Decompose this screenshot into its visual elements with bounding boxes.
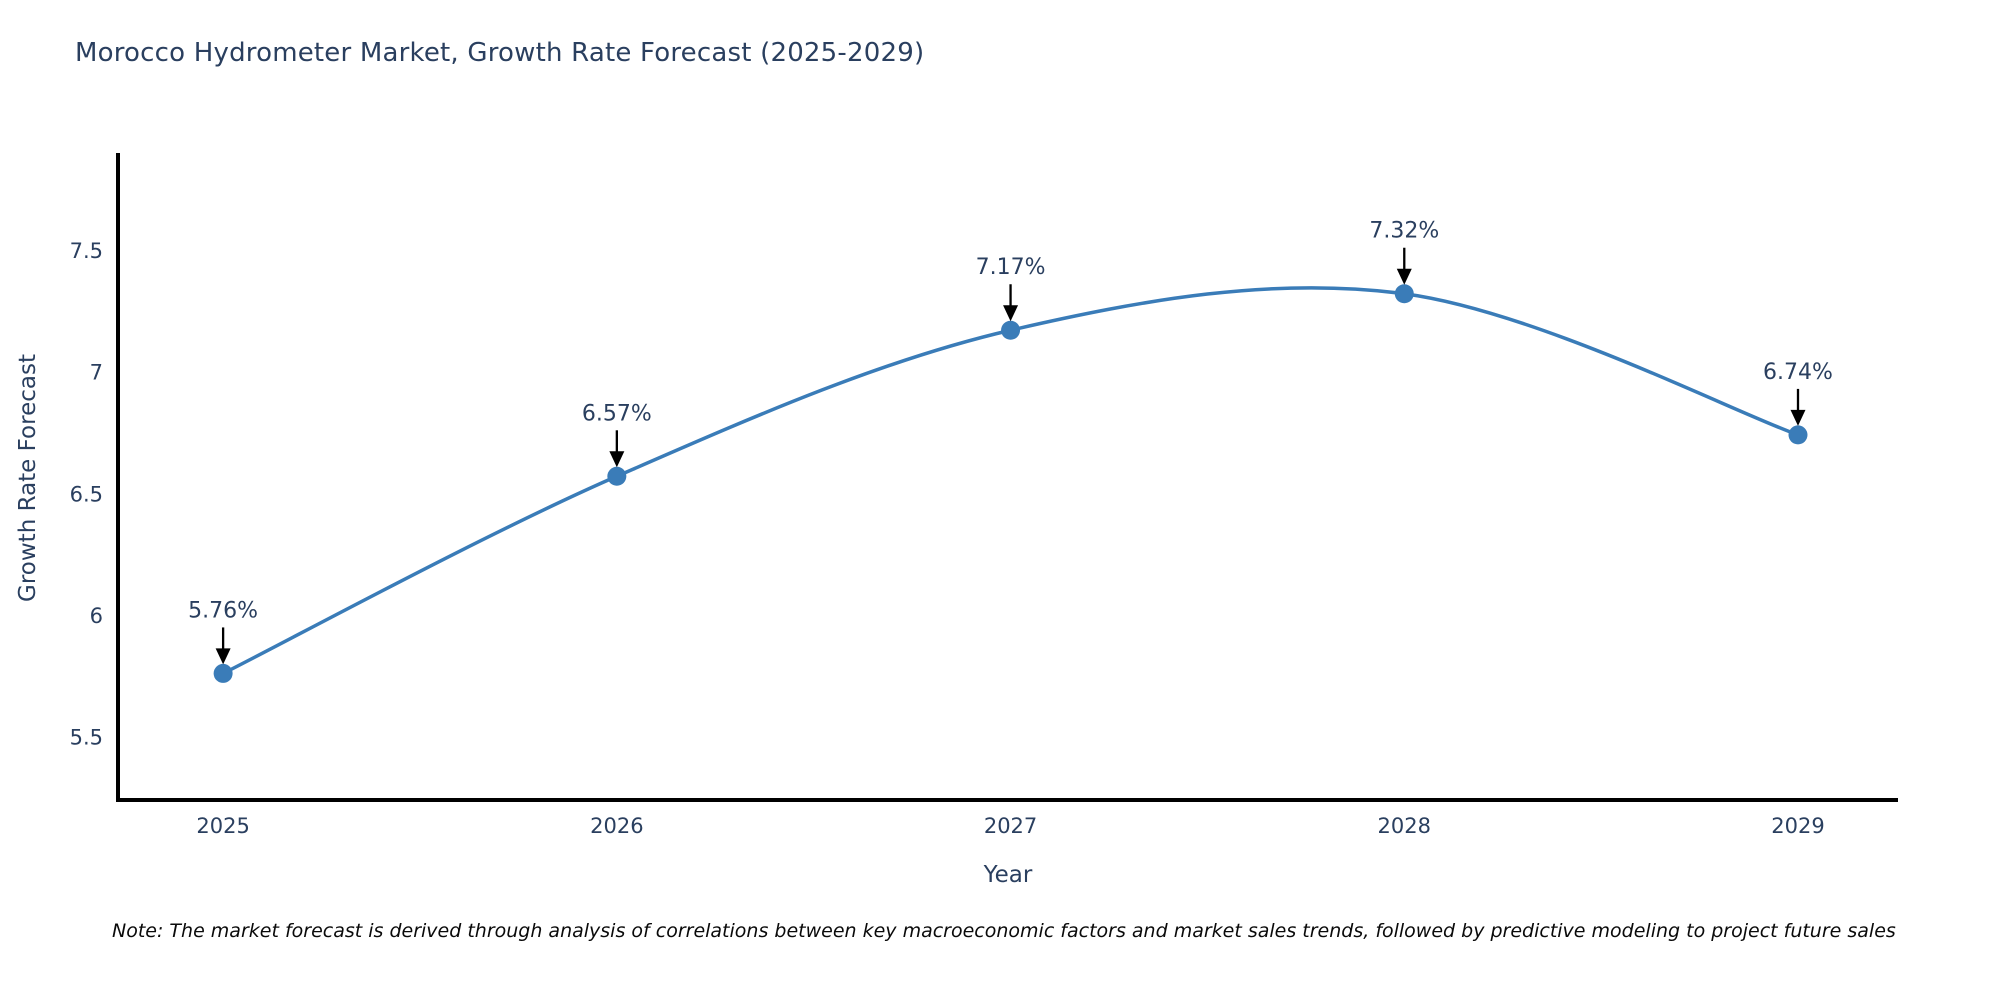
annotation-arrowhead-icon <box>609 451 625 468</box>
chart-title: Morocco Hydrometer Market, Growth Rate F… <box>75 38 925 68</box>
data-point-label: 7.17% <box>976 255 1046 280</box>
annotation-arrowhead-icon <box>1396 268 1412 285</box>
data-point-label: 6.57% <box>582 401 652 426</box>
y-axis-tick-label: 6 <box>90 604 103 628</box>
data-point-label: 7.32% <box>1369 219 1439 244</box>
x-axis-tick-label: 2029 <box>1771 814 1824 838</box>
data-point-label: 6.74% <box>1763 360 1833 385</box>
annotation-arrowhead-icon <box>1003 305 1019 322</box>
y-axis-tick-label: 5.5 <box>70 726 103 750</box>
x-axis-tick-label: 2027 <box>984 814 1037 838</box>
data-point-marker[interactable] <box>1788 425 1808 445</box>
x-axis-tick-label: 2025 <box>196 814 249 838</box>
data-point-marker[interactable] <box>607 466 627 486</box>
y-axis-tick-label: 7.5 <box>70 239 103 263</box>
y-axis-tick-label: 6.5 <box>70 482 103 506</box>
annotation-arrowhead-icon <box>1790 409 1806 426</box>
data-point-marker[interactable] <box>1394 284 1414 304</box>
data-point-label: 5.76% <box>188 598 258 623</box>
y-axis-tick-label: 7 <box>90 361 103 385</box>
forecast-line <box>221 286 1800 676</box>
annotation-arrowhead-icon <box>215 648 231 665</box>
x-axis-tick-label: 2026 <box>590 814 643 838</box>
x-axis-tick-label: 2028 <box>1378 814 1431 838</box>
data-point-marker[interactable] <box>1001 320 1021 340</box>
x-axis-title: Year <box>983 862 1033 888</box>
chart-footnote: Note: The market forecast is derived thr… <box>112 920 1896 942</box>
data-point-marker[interactable] <box>213 663 233 683</box>
